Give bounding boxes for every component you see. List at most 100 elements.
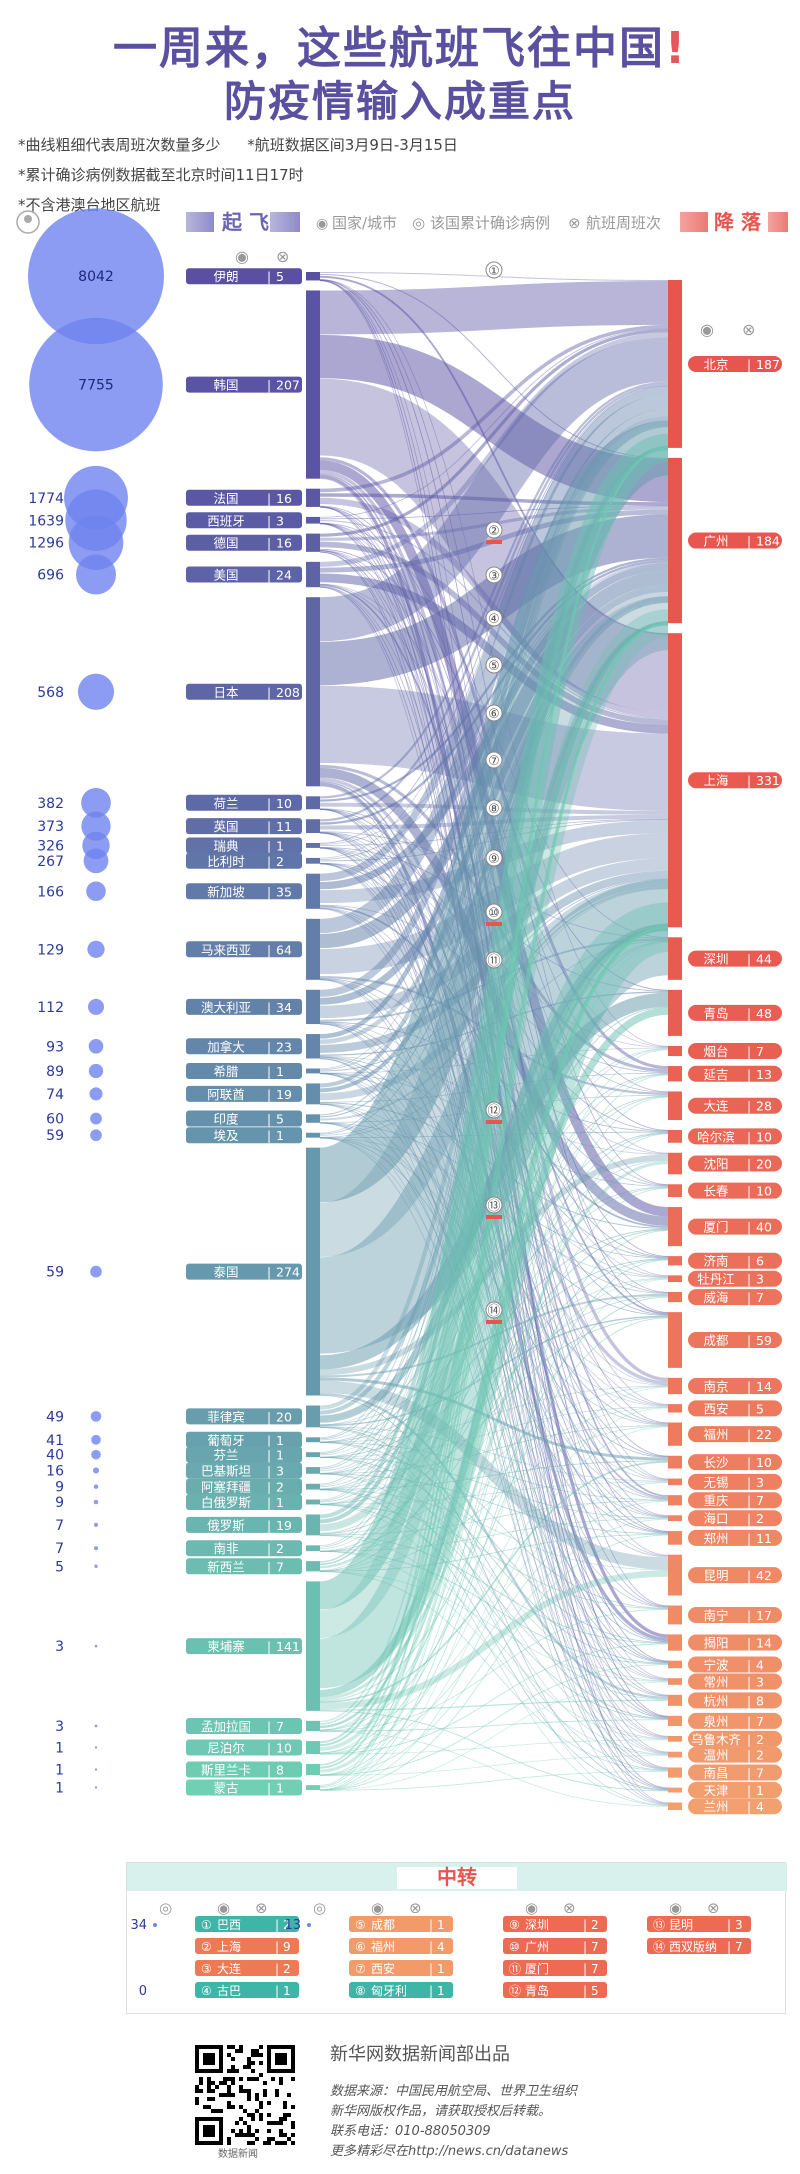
case-bubble (88, 1063, 104, 1079)
case-bubble (87, 998, 105, 1015)
origin-label (186, 794, 302, 811)
origin-flights: 1 (276, 1064, 284, 1079)
dest-bar (668, 1455, 682, 1469)
dest-bar (668, 1660, 682, 1669)
flow-link (319, 1518, 669, 1776)
plane-icon: ⊗ (409, 1899, 422, 1917)
origin-sep: | (267, 1742, 271, 1756)
origin-flights: 16 (276, 536, 292, 551)
transit-marker (485, 521, 503, 539)
transit-item-number: ⑩ (509, 1940, 520, 1954)
dest-sep: | (747, 1694, 751, 1708)
dest-bar (668, 1531, 682, 1545)
transit-item (195, 1938, 299, 1954)
origin-sep: | (267, 569, 271, 583)
dest-sep: | (747, 1273, 751, 1287)
flow-link (319, 1456, 669, 1519)
origin-label (186, 1446, 302, 1463)
dest-bar (668, 1404, 682, 1413)
case-count: 16 (46, 1463, 64, 1479)
dest-name: 厦门 (703, 1220, 728, 1235)
case-count: 40 (46, 1448, 64, 1464)
transit-marker-label: ① (488, 264, 500, 279)
origin-name: 白俄罗斯 (201, 1495, 251, 1510)
transit-marker (485, 751, 503, 769)
transit-item-sep: | (429, 1918, 433, 1932)
dest-label (688, 1218, 782, 1235)
flow-link (319, 381, 669, 799)
notes: *曲线粗细代表周班次数量多少 *航班数据区间3月9日-3月15日 *累计确诊病例… (18, 130, 788, 220)
origin-bar (306, 1452, 320, 1458)
origin-bar (306, 1514, 320, 1536)
dest-label (688, 1730, 782, 1747)
dest-label (688, 1673, 782, 1690)
transit-item-name: 大连 (217, 1961, 241, 1976)
case-count: 93 (46, 1039, 64, 1055)
transit-marker (485, 951, 503, 969)
flow-link (319, 1133, 669, 1791)
dest-bar (668, 1292, 682, 1303)
dest-label (688, 1656, 782, 1673)
dest-flights: 17 (756, 1608, 772, 1623)
case-bubble (83, 848, 109, 874)
dest-name: 上海 (703, 773, 729, 788)
qr-code[interactable] (195, 2045, 295, 2145)
case-bubble (86, 881, 106, 902)
origin-sep: | (267, 1464, 271, 1478)
flow-link (319, 1095, 669, 1458)
dest-bar (668, 1735, 682, 1742)
case-bubble (91, 1449, 101, 1460)
transit-item-sep: | (583, 1918, 587, 1932)
dest-sep: | (747, 1130, 751, 1144)
transit-panel: 中转 ◎ ◉ ⊗ ◎ ◉ ⊗ ◉ ⊗ ◉ ⊗ ① 巴西 | 2 ② 上海 | 9 ③ 大连 | 2 ④ 古巴 | 1 34 0 ⑤ 成都 | 1… (126, 1862, 787, 2014)
flow-link (319, 1049, 669, 1731)
case-bubble (68, 515, 124, 571)
flow-link (319, 1442, 669, 1740)
flow-link (319, 1007, 669, 1698)
origin-bar (306, 290, 320, 479)
transit-item-flights: 2 (591, 1918, 599, 1932)
origin-bar (306, 1741, 320, 1754)
flow-link (319, 329, 669, 537)
dest-name: 无锡 (703, 1475, 728, 1490)
case-count: 1774 (28, 491, 64, 507)
origin-bar (306, 533, 320, 552)
note-2: *航班数据区间3月9日-3月15日 (247, 136, 458, 154)
dest-flights: 20 (756, 1157, 772, 1172)
transit-marker (485, 1301, 503, 1319)
dest-sep: | (747, 1784, 751, 1798)
flow-link (319, 1571, 669, 1772)
transit-item (195, 1982, 299, 1998)
origin-name: 加拿大 (207, 1039, 245, 1054)
flow-link (319, 1426, 669, 1719)
transit-marker-label: ② (488, 524, 500, 539)
case-bubble (28, 208, 164, 345)
flow-link (319, 1317, 669, 1731)
flow-link (319, 1278, 669, 1791)
origin-label (186, 1739, 302, 1756)
case-bubble (88, 1038, 104, 1054)
origin-label (186, 1431, 302, 1448)
origin-bar (306, 918, 320, 980)
flow-link (319, 1460, 669, 1490)
case-count: 41 (46, 1433, 64, 1449)
origin-sep: | (267, 1481, 271, 1495)
person-icon: ◎ (313, 1899, 326, 1917)
dest-flights: 42 (756, 1568, 772, 1583)
dest-sep: | (747, 1733, 751, 1747)
flow-link (319, 847, 669, 1697)
case-count: 9 (55, 1480, 64, 1496)
origin-name: 埃及 (213, 1128, 239, 1143)
transit-marker-label: ⑨ (488, 852, 500, 867)
legend-country-city: 国家/城市 (332, 214, 397, 232)
dest-label (688, 1529, 782, 1546)
dest-sep: | (747, 1658, 751, 1672)
more-link[interactable]: 更多精彩尽在http://news.cn/datanews (330, 2144, 569, 2159)
dest-sep: | (747, 1334, 751, 1348)
dest-flights: 10 (756, 1455, 772, 1470)
case-bubble (93, 1499, 99, 1505)
transit-item (349, 1982, 453, 1998)
dest-sep: | (747, 1100, 751, 1114)
flow-link (319, 1482, 669, 1732)
flow-link (319, 1681, 669, 1791)
